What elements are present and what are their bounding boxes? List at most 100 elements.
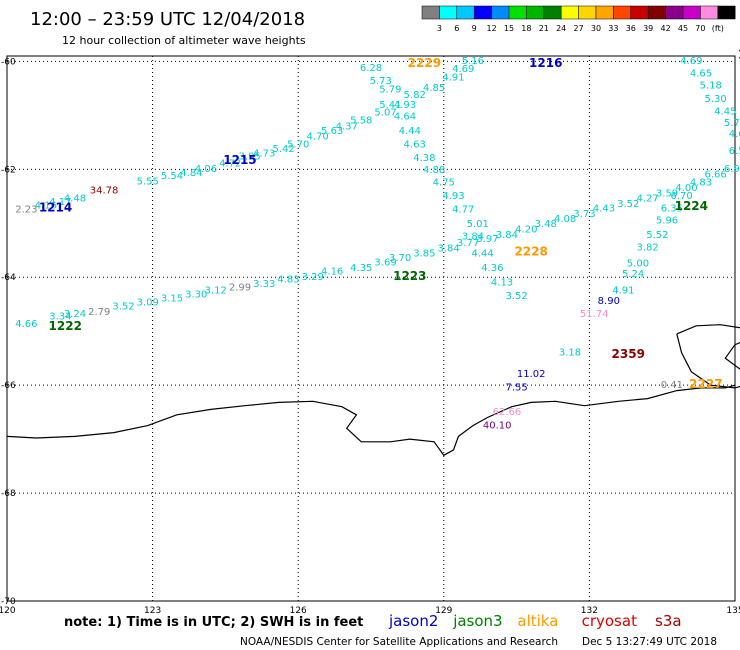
swh-value: 4.44 — [399, 126, 421, 137]
footer-timestamp: Dec 5 13:27:49 UTC 2018 — [582, 636, 717, 648]
x-tick-label: 120 — [0, 606, 16, 616]
mission-label: altika — [517, 612, 558, 630]
swh-value: 3.33 — [253, 279, 275, 290]
swh-value: 4.38 — [413, 153, 435, 164]
swh-value: 5.74 — [724, 118, 740, 129]
swh-value: 6.70 — [670, 191, 692, 202]
mission-label: cryosat — [582, 612, 637, 630]
coastline-outline-east — [676, 324, 740, 389]
track-label: 1215 — [223, 153, 256, 167]
track-label: 2227 — [689, 377, 722, 391]
swh-value: 3.84 — [462, 231, 484, 242]
colorbar-swatch — [421, 5, 440, 20]
swh-value: 3.48 — [535, 219, 557, 230]
swh-value: 4.63 — [404, 140, 426, 151]
swh-value: 4.69 — [680, 56, 702, 67]
antarctic-coastline — [6, 384, 736, 457]
colorbar-swatch — [647, 5, 666, 20]
track-label: 1222 — [49, 319, 82, 333]
colorbar-swatch — [473, 5, 492, 20]
swh-value: 4.44 — [471, 249, 493, 260]
swh-value: 6.28 — [360, 63, 382, 74]
colorbar-swatch — [665, 5, 684, 20]
swh-value: 4.35 — [350, 263, 372, 274]
swh-value: 4.91 — [442, 72, 464, 83]
swh-value: 2.23 — [15, 204, 37, 215]
swh-value: 5.52 — [646, 230, 668, 241]
swh-value: 4.00 — [675, 183, 697, 194]
swh-value: 3.52 — [505, 291, 527, 302]
track-label: 1407 — [738, 48, 740, 62]
swh-value: 5.63 — [321, 126, 343, 137]
swh-value: 3.97 — [476, 234, 498, 245]
x-tick-label: 126 — [290, 606, 307, 616]
colorbar-swatch — [682, 5, 701, 20]
swh-value: 3.84 — [496, 230, 518, 241]
swh-value: 3.09 — [137, 297, 159, 308]
swh-value: 3.12 — [205, 285, 227, 296]
chart-subtitle: 12 hour collection of altimeter wave hei… — [62, 34, 306, 47]
swh-value: 4.65 — [690, 69, 712, 80]
swh-value: 4.27 — [637, 194, 659, 205]
mission-legend: jason2 jason3 altika cryosat s3a — [388, 612, 682, 630]
track-labels: 1214 1215 1216 2229 2228 2227 1222 1223 1224 1407… — [39, 48, 740, 391]
colorbar-label: 27 — [574, 24, 584, 33]
colorbar-swatch — [630, 5, 649, 20]
swh-value: 5.00 — [627, 258, 649, 269]
swh-value: 3.70 — [389, 253, 411, 264]
footer-note: note: 1) Time is in UTC; 2) SWH is in fe… — [64, 615, 363, 630]
swh-value: 3.15 — [161, 294, 183, 305]
swh-value: 3.29 — [302, 272, 324, 283]
swh-value: 4.17 — [49, 197, 71, 208]
swh-value: 5.24 — [622, 269, 644, 280]
colorbar-label: 30 — [591, 24, 601, 33]
colorbar-swatch — [717, 5, 736, 20]
y-tick-label: -60 — [1, 57, 16, 67]
swh-value: 5.16 — [462, 56, 484, 67]
swh-value: 5.30 — [704, 94, 726, 105]
swh-value: 4.93 — [442, 191, 464, 202]
colorbar-label: 33 — [608, 24, 618, 33]
swh-value: 11.02 — [517, 369, 546, 380]
x-axis-tick-labels: 120 123 126 129 132 135 — [0, 606, 740, 616]
swh-value: 3.84 — [438, 243, 460, 254]
x-tick-label: 123 — [144, 606, 161, 616]
swh-value: 4.85 — [423, 83, 445, 94]
swh-value: 4.66 — [15, 319, 37, 330]
y-tick-label: -68 — [1, 489, 16, 499]
colorbar-label: 3 — [437, 24, 442, 33]
colorbar-swatch — [491, 5, 510, 20]
mission-label: s3a — [655, 612, 682, 630]
colorbar-label: 70 — [695, 24, 705, 33]
colorbar-swatch — [439, 5, 458, 20]
swh-value: 4.06 — [195, 164, 217, 175]
colorbar-swatch — [595, 5, 614, 20]
colorbar-label: 21 — [539, 24, 549, 33]
swh-value: 5.18 — [700, 80, 722, 91]
swh-value: 4.16 — [35, 201, 57, 212]
colorbar-label: 6 — [454, 24, 459, 33]
swh-value: 4.83 — [277, 275, 299, 286]
colorbar-label: 39 — [643, 24, 653, 33]
swh-value: 4.70 — [306, 132, 328, 143]
swh-value: 5.07 — [374, 107, 396, 118]
swh-value: 4.73 — [253, 148, 275, 159]
y-tick-label: -70 — [1, 597, 16, 607]
swh-value: 0.41 — [661, 380, 683, 391]
coastline — [6, 324, 740, 457]
swh-value: 2.79 — [88, 307, 110, 318]
swh-value: 4.36 — [481, 263, 503, 274]
track-label: 1223 — [393, 269, 426, 283]
colorbar-swatch — [508, 5, 527, 20]
y-tick-label: -62 — [1, 165, 16, 175]
track-label: 1214 — [39, 200, 72, 214]
swh-value: 5.01 — [467, 219, 489, 230]
x-tick-label: 135 — [726, 606, 740, 616]
swh-value: 4.16 — [321, 267, 343, 278]
colorbar-swatch — [526, 5, 545, 20]
track-label: 2228 — [514, 245, 547, 259]
mission-label: jason2 — [388, 612, 438, 630]
swh-value: 4.84 — [180, 168, 202, 179]
swh-value: 6.35 — [661, 203, 683, 214]
